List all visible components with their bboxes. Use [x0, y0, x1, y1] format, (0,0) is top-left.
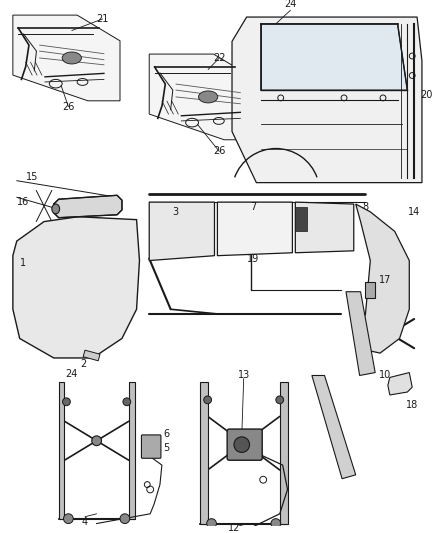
- Text: 13: 13: [237, 369, 250, 379]
- Polygon shape: [280, 382, 287, 523]
- Polygon shape: [346, 292, 375, 375]
- Polygon shape: [129, 382, 134, 519]
- Circle shape: [234, 437, 250, 453]
- FancyBboxPatch shape: [141, 435, 161, 458]
- Text: 20: 20: [420, 90, 433, 100]
- Text: 25: 25: [79, 221, 91, 230]
- Text: 19: 19: [247, 254, 260, 264]
- Text: 3: 3: [173, 207, 179, 217]
- Text: 7: 7: [251, 202, 257, 212]
- Text: 10: 10: [379, 370, 391, 381]
- Text: 24: 24: [284, 0, 297, 10]
- Ellipse shape: [62, 52, 81, 64]
- Circle shape: [123, 398, 131, 406]
- Text: 2: 2: [80, 359, 86, 369]
- Bar: [295, 207, 307, 231]
- Text: 26: 26: [213, 147, 226, 157]
- Circle shape: [276, 396, 284, 403]
- Text: 6: 6: [164, 429, 170, 439]
- Text: 1: 1: [20, 259, 26, 269]
- Polygon shape: [312, 375, 356, 479]
- Polygon shape: [54, 195, 122, 217]
- Polygon shape: [232, 17, 422, 183]
- Circle shape: [64, 514, 73, 523]
- Circle shape: [204, 396, 212, 403]
- Text: 21: 21: [96, 14, 109, 24]
- Circle shape: [207, 519, 216, 528]
- Polygon shape: [149, 202, 215, 261]
- Polygon shape: [59, 382, 64, 519]
- Polygon shape: [200, 382, 208, 523]
- Text: 24: 24: [65, 368, 78, 378]
- Polygon shape: [217, 202, 293, 256]
- Circle shape: [120, 514, 130, 523]
- Text: 22: 22: [213, 53, 226, 63]
- Circle shape: [238, 437, 250, 449]
- Text: 5: 5: [164, 442, 170, 453]
- Text: 15: 15: [26, 172, 39, 182]
- Polygon shape: [295, 202, 354, 253]
- Circle shape: [63, 398, 71, 406]
- Text: 16: 16: [17, 197, 29, 207]
- Bar: [365, 282, 375, 297]
- Polygon shape: [356, 204, 409, 353]
- Polygon shape: [388, 373, 412, 395]
- Ellipse shape: [52, 204, 60, 214]
- Polygon shape: [149, 54, 256, 140]
- FancyBboxPatch shape: [227, 429, 262, 460]
- Circle shape: [271, 519, 281, 528]
- Circle shape: [92, 436, 102, 446]
- Text: 26: 26: [62, 102, 74, 111]
- Text: 18: 18: [406, 400, 418, 410]
- Polygon shape: [13, 15, 120, 101]
- Text: 17: 17: [379, 275, 391, 285]
- Text: 4: 4: [82, 516, 88, 527]
- Polygon shape: [261, 24, 407, 90]
- Text: 8: 8: [362, 202, 368, 212]
- Ellipse shape: [198, 91, 218, 103]
- Bar: [83, 350, 100, 361]
- Text: 14: 14: [408, 207, 420, 217]
- Text: 12: 12: [228, 523, 240, 533]
- Polygon shape: [13, 217, 139, 358]
